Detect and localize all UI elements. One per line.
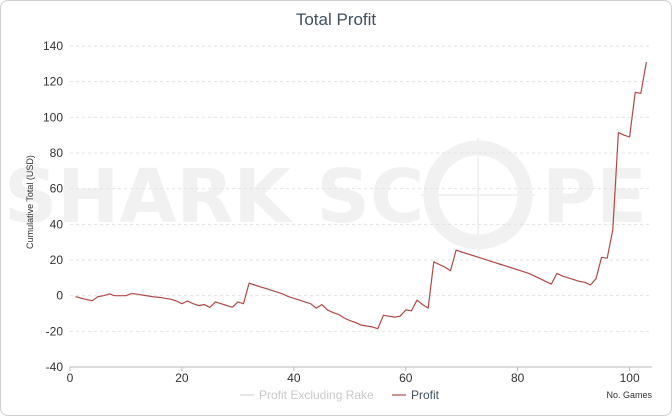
y-tick-label: 140 <box>43 39 63 53</box>
x-tick-label: 20 <box>175 371 189 385</box>
x-tick-label: 0 <box>67 371 74 385</box>
y-axis-ticks: -40 -20 0 20 40 60 80 100 120 140 <box>43 39 63 374</box>
series-line-1 <box>75 61 647 330</box>
watermark-text-left: SHARK SC <box>4 154 424 240</box>
y-tick-label: -40 <box>46 360 64 374</box>
x-tick-label: 100 <box>620 371 640 385</box>
y-tick-label: 80 <box>50 146 64 160</box>
watermark-text-right: PE <box>542 154 647 240</box>
y-tick-label: 0 <box>56 289 63 303</box>
y-tick-label: 40 <box>50 217 64 231</box>
y-tick-label: 120 <box>43 75 63 89</box>
legend-label[interactable]: Profit Excluding Rake <box>259 388 374 402</box>
x-axis-label: No. Games <box>606 390 652 400</box>
y-axis-label: Cumulative Total (USD) <box>25 155 35 249</box>
crosshair-logo <box>421 138 535 252</box>
legend-label[interactable]: Profit <box>411 388 440 402</box>
legend: Profit Excluding Rake Profit <box>240 388 440 402</box>
watermark: SHARK SC PE <box>4 138 647 252</box>
gridlines <box>70 45 652 332</box>
x-tick-label: 80 <box>511 371 525 385</box>
y-tick-label: -20 <box>46 324 64 338</box>
y-tick-label: 20 <box>50 253 64 267</box>
x-axis-ticks: 0 20 40 60 80 100 <box>67 367 640 385</box>
y-tick-label: 100 <box>43 110 63 124</box>
series-layer <box>75 61 647 330</box>
y-tick-label: 60 <box>50 182 64 196</box>
x-tick-label: 40 <box>287 371 301 385</box>
x-tick-label: 60 <box>399 371 413 385</box>
chart-title: Total Profit <box>296 10 377 29</box>
